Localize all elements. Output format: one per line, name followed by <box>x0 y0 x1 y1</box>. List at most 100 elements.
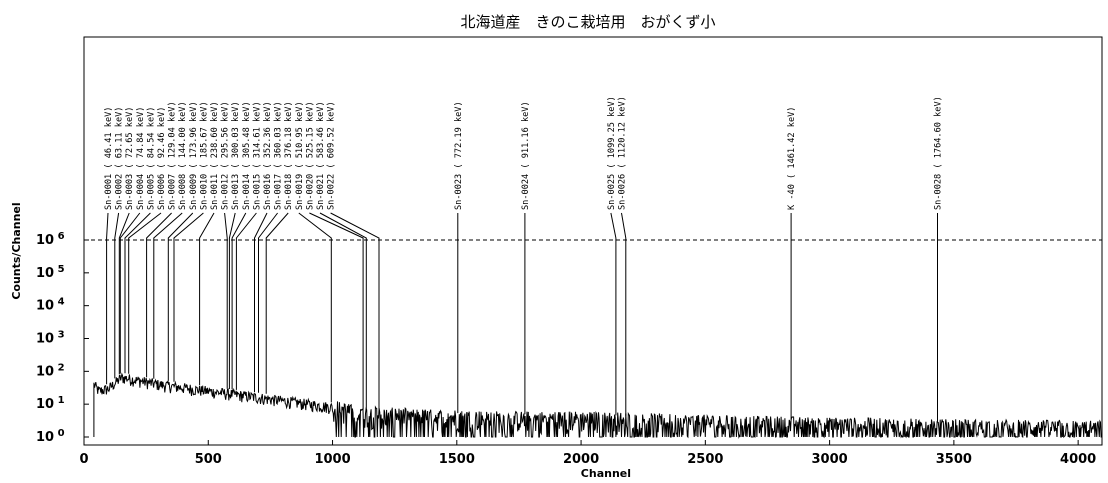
peak-label: Sn-0011 ( 238.60 keV) <box>210 101 220 210</box>
x-tick-label: 500 <box>195 452 222 467</box>
y-tick-label: 10 4 <box>36 297 65 314</box>
peak-label: Sn-0009 ( 173.96 keV) <box>189 101 199 210</box>
peak-marker: Sn-0010 ( 185.67 keV) <box>173 101 209 382</box>
peak-leader-line <box>224 212 228 389</box>
peak-leader-line <box>167 212 194 381</box>
peak-label: Sn-0018 ( 376.18 keV) <box>284 101 294 210</box>
x-tick-label: 2000 <box>563 452 599 467</box>
peak-marker: Sn-0016 ( 352.36 keV) <box>254 101 273 393</box>
y-tick-label: 10 5 <box>36 264 65 281</box>
peak-leader-line <box>319 212 367 410</box>
peak-label: Sn-0025 ( 1099.25 keV) <box>607 96 617 210</box>
peak-leader-line <box>146 212 172 378</box>
peak-marker: Sn-0026 ( 1120.12 keV) <box>618 96 628 416</box>
peak-label: K -40 ( 1461.42 keV) <box>787 107 797 210</box>
peak-marker: Sn-0028 ( 1764.60 keV) <box>934 96 944 423</box>
peak-label: Sn-0001 ( 46.41 keV) <box>104 107 114 210</box>
peak-leader-line <box>309 212 364 410</box>
peak-leader-line <box>228 212 236 389</box>
peak-leader-line <box>118 212 130 375</box>
peak-marker: Sn-0003 ( 72.65 keV) <box>118 107 135 375</box>
peak-marker: K -40 ( 1461.42 keV) <box>787 107 797 420</box>
peak-label: Sn-0006 ( 92.46 keV) <box>157 107 167 210</box>
peak-marker: Sn-0021 ( 583.46 keV) <box>316 101 367 410</box>
peak-leader-line <box>254 212 268 393</box>
peak-marker: Sn-0008 ( 144.00 keV) <box>153 101 188 379</box>
peak-leader-line <box>173 212 204 382</box>
peak-leader-line <box>128 212 162 374</box>
peak-marker: Sn-0009 ( 173.96 keV) <box>167 101 199 381</box>
peak-leader-line <box>153 212 183 379</box>
y-tick-label: 10 2 <box>36 362 65 379</box>
peak-leader-line <box>114 212 120 379</box>
peak-label: Sn-0004 ( 74.84 keV) <box>136 107 146 210</box>
peak-marker: Sn-0020 ( 525.15 keV) <box>305 101 364 410</box>
peak-marker: Sn-0014 ( 305.48 keV) <box>231 101 252 390</box>
peak-leader-line <box>610 212 617 416</box>
chart-title: 北海道産 きのこ栽培用 おがくず小 <box>460 13 715 31</box>
peak-marker: Sn-0006 ( 92.46 keV) <box>128 107 167 374</box>
peak-label: Sn-0010 ( 185.67 keV) <box>199 101 209 210</box>
peak-label: Sn-0020 ( 525.15 keV) <box>305 101 315 210</box>
y-tick-label: 10 0 <box>36 428 65 445</box>
y-axis-label: Counts/Channel <box>10 202 23 299</box>
peak-label: Sn-0008 ( 144.00 keV) <box>178 101 188 210</box>
peak-label: Sn-0023 ( 772.19 keV) <box>454 101 464 210</box>
peak-marker: Sn-0013 ( 300.03 keV) <box>228 101 241 389</box>
peak-marker: Sn-0017 ( 360.03 keV) <box>258 101 284 393</box>
peak-label: Sn-0012 ( 295.56 keV) <box>221 101 231 210</box>
peak-marker: Sn-0019 ( 510.95 keV) <box>295 101 332 403</box>
x-axis-ticks: 0 500 1000 1500 2000 2500 3000 3500 4000 <box>79 440 1096 467</box>
peak-label: Sn-0017 ( 360.03 keV) <box>274 101 284 210</box>
peak-marker: Sn-0007 ( 129.04 keV) <box>146 101 178 378</box>
x-tick-label: 2500 <box>687 452 723 467</box>
spectrum-trace <box>93 372 1102 439</box>
peak-markers: Sn-0001 ( 46.41 keV) Sn-0002 ( 63.11 keV)… <box>104 96 944 423</box>
x-tick-label: 1500 <box>439 452 475 467</box>
peak-label: Sn-0013 ( 300.03 keV) <box>231 101 241 210</box>
peak-leader-line <box>231 212 247 390</box>
y-tick-label: 10 3 <box>36 330 65 347</box>
peak-label: Sn-0003 ( 72.65 keV) <box>125 107 135 210</box>
peak-label: Sn-0022 ( 609.52 keV) <box>327 101 337 210</box>
peak-label: Sn-0014 ( 305.48 keV) <box>242 101 252 210</box>
peak-marker: Sn-0025 ( 1099.25 keV) <box>607 96 617 416</box>
peak-marker: Sn-0024 ( 911.16 keV) <box>521 101 531 415</box>
peak-label: Sn-0028 ( 1764.60 keV) <box>934 96 944 210</box>
peak-leader-line <box>119 212 141 374</box>
peak-marker: Sn-0005 ( 84.54 keV) <box>124 107 156 374</box>
y-tick-label: 10 1 <box>36 395 65 412</box>
peak-leader-line <box>235 212 257 390</box>
peak-marker: Sn-0018 ( 376.18 keV) <box>265 101 294 394</box>
peak-leader-line <box>298 212 332 403</box>
peak-marker: Sn-0001 ( 46.41 keV) <box>104 107 114 385</box>
peak-marker: Sn-0002 ( 63.11 keV) <box>114 107 125 379</box>
peak-leader-line <box>258 212 278 393</box>
x-tick-label: 3000 <box>812 452 848 467</box>
x-tick-label: 1000 <box>314 452 350 467</box>
peak-leader-line <box>199 212 215 386</box>
peak-label: Sn-0005 ( 84.54 keV) <box>146 107 156 210</box>
peak-marker: Sn-0023 ( 772.19 keV) <box>454 101 464 414</box>
x-tick-label: 3500 <box>936 452 972 467</box>
peak-label: Sn-0007 ( 129.04 keV) <box>168 101 178 210</box>
peak-leader-line <box>621 212 627 416</box>
peak-label: Sn-0015 ( 314.61 keV) <box>252 101 262 210</box>
peak-marker: Sn-0015 ( 314.61 keV) <box>235 101 262 390</box>
peak-marker: Sn-0012 ( 295.56 keV) <box>221 101 231 389</box>
peak-label: Sn-0016 ( 352.36 keV) <box>263 101 273 210</box>
plot-frame <box>83 36 1103 446</box>
peak-label: Sn-0002 ( 63.11 keV) <box>115 107 125 210</box>
peak-marker: Sn-0011 ( 238.60 keV) <box>199 101 220 386</box>
peak-leader-line <box>124 212 151 374</box>
peak-marker: Sn-0004 ( 74.84 keV) <box>119 107 146 374</box>
peak-label: Sn-0019 ( 510.95 keV) <box>295 101 305 210</box>
x-tick-label: 4000 <box>1060 452 1096 467</box>
y-axis-ticks: 10 0 10 1 10 2 10 3 10 4 10 5 10 6 <box>36 231 89 445</box>
y-tick-label: 10 6 <box>36 231 65 248</box>
peak-marker: Sn-0022 ( 609.52 keV) <box>327 101 380 411</box>
peak-label: Sn-0024 ( 911.16 keV) <box>521 101 531 210</box>
peak-leader-line <box>265 212 289 394</box>
x-tick-label: 0 <box>79 452 88 467</box>
